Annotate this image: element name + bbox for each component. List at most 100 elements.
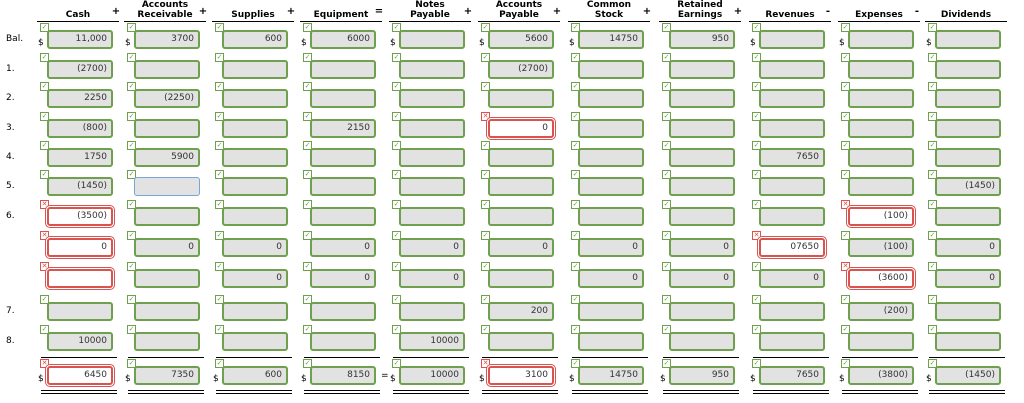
amount-input[interactable]: (2700) xyxy=(488,60,554,79)
amount-input[interactable] xyxy=(935,89,1001,108)
amount-input[interactable]: 5600 xyxy=(488,30,554,49)
amount-input[interactable] xyxy=(47,269,113,288)
amount-input[interactable] xyxy=(222,207,288,226)
amount-input[interactable] xyxy=(134,60,200,79)
amount-input[interactable] xyxy=(935,30,1001,49)
amount-input[interactable] xyxy=(134,119,200,138)
amount-input[interactable] xyxy=(47,302,113,321)
amount-input[interactable]: 14750 xyxy=(578,30,644,49)
amount-input[interactable]: 0 xyxy=(578,269,644,288)
amount-input[interactable] xyxy=(222,60,288,79)
amount-input[interactable]: 0 xyxy=(134,238,200,257)
amount-input[interactable] xyxy=(669,177,735,196)
amount-input[interactable]: 950 xyxy=(669,30,735,49)
amount-input[interactable] xyxy=(222,332,288,351)
amount-input[interactable]: 0 xyxy=(488,238,554,257)
amount-input[interactable] xyxy=(399,177,465,196)
amount-input[interactable] xyxy=(759,332,825,351)
amount-input[interactable]: 0 xyxy=(759,269,825,288)
amount-input[interactable]: (100) xyxy=(848,207,914,226)
amount-input[interactable]: (2700) xyxy=(47,60,113,79)
amount-input[interactable]: 07650 xyxy=(759,238,825,257)
amount-input[interactable] xyxy=(669,89,735,108)
amount-input[interactable]: 7650 xyxy=(759,366,825,385)
amount-input[interactable] xyxy=(310,148,376,167)
amount-input[interactable]: 600 xyxy=(222,30,288,49)
amount-input[interactable] xyxy=(848,89,914,108)
amount-input[interactable] xyxy=(399,89,465,108)
amount-input[interactable] xyxy=(310,177,376,196)
amount-input[interactable] xyxy=(310,89,376,108)
amount-input[interactable]: 8150 xyxy=(310,366,376,385)
amount-input[interactable] xyxy=(399,119,465,138)
amount-input[interactable]: 10000 xyxy=(47,332,113,351)
amount-input[interactable] xyxy=(759,207,825,226)
amount-input[interactable]: 0 xyxy=(578,238,644,257)
amount-input[interactable] xyxy=(488,89,554,108)
amount-input[interactable] xyxy=(578,302,644,321)
amount-input[interactable] xyxy=(578,89,644,108)
amount-input[interactable] xyxy=(222,119,288,138)
amount-input[interactable]: 0 xyxy=(222,269,288,288)
amount-input[interactable] xyxy=(669,302,735,321)
amount-input[interactable]: 3700 xyxy=(134,30,200,49)
amount-input[interactable]: (800) xyxy=(47,119,113,138)
amount-input[interactable] xyxy=(222,148,288,167)
amount-input[interactable]: 0 xyxy=(399,238,465,257)
amount-input[interactable]: (3500) xyxy=(47,207,113,226)
amount-input[interactable] xyxy=(669,332,735,351)
amount-input[interactable] xyxy=(399,60,465,79)
amount-input[interactable]: 3100 xyxy=(488,366,554,385)
amount-input[interactable]: 11,000 xyxy=(47,30,113,49)
amount-input[interactable] xyxy=(578,119,644,138)
amount-input[interactable]: 600 xyxy=(222,366,288,385)
amount-input[interactable] xyxy=(399,148,465,167)
amount-input[interactable] xyxy=(848,177,914,196)
amount-input[interactable]: (1450) xyxy=(935,366,1001,385)
amount-input[interactable]: 0 xyxy=(310,269,376,288)
amount-input[interactable] xyxy=(222,177,288,196)
amount-input[interactable]: 0 xyxy=(222,238,288,257)
amount-input[interactable] xyxy=(848,30,914,49)
amount-input[interactable] xyxy=(488,207,554,226)
amount-input[interactable] xyxy=(935,60,1001,79)
amount-input[interactable] xyxy=(935,302,1001,321)
amount-input[interactable]: 0 xyxy=(669,269,735,288)
amount-input[interactable] xyxy=(134,207,200,226)
amount-input[interactable]: 7350 xyxy=(134,366,200,385)
amount-input[interactable] xyxy=(578,207,644,226)
amount-input[interactable]: 6450 xyxy=(47,366,113,385)
amount-input[interactable] xyxy=(669,207,735,226)
amount-input[interactable] xyxy=(134,269,200,288)
amount-input[interactable] xyxy=(848,148,914,167)
amount-input[interactable] xyxy=(488,148,554,167)
amount-input[interactable] xyxy=(310,332,376,351)
amount-input[interactable] xyxy=(399,302,465,321)
amount-input[interactable]: (3600) xyxy=(848,269,914,288)
amount-input[interactable]: 950 xyxy=(669,366,735,385)
amount-input[interactable] xyxy=(578,60,644,79)
amount-input[interactable]: 6000 xyxy=(310,30,376,49)
amount-input[interactable]: (200) xyxy=(848,302,914,321)
amount-input[interactable] xyxy=(935,148,1001,167)
amount-input[interactable]: 10000 xyxy=(399,332,465,351)
amount-input[interactable] xyxy=(134,302,200,321)
amount-input[interactable]: 2150 xyxy=(310,119,376,138)
amount-input[interactable] xyxy=(935,119,1001,138)
amount-input[interactable] xyxy=(488,177,554,196)
amount-input[interactable]: 0 xyxy=(310,238,376,257)
amount-input[interactable]: 0 xyxy=(47,238,113,257)
amount-input[interactable] xyxy=(759,119,825,138)
amount-input[interactable]: 0 xyxy=(935,269,1001,288)
amount-input[interactable] xyxy=(222,302,288,321)
amount-input[interactable] xyxy=(399,30,465,49)
amount-input[interactable] xyxy=(759,89,825,108)
amount-input[interactable] xyxy=(578,148,644,167)
amount-input[interactable] xyxy=(310,207,376,226)
amount-input[interactable] xyxy=(935,332,1001,351)
amount-input[interactable]: 7650 xyxy=(759,148,825,167)
amount-input[interactable]: 2250 xyxy=(47,89,113,108)
amount-input[interactable] xyxy=(759,60,825,79)
amount-input[interactable] xyxy=(669,60,735,79)
amount-input[interactable]: (100) xyxy=(848,238,914,257)
